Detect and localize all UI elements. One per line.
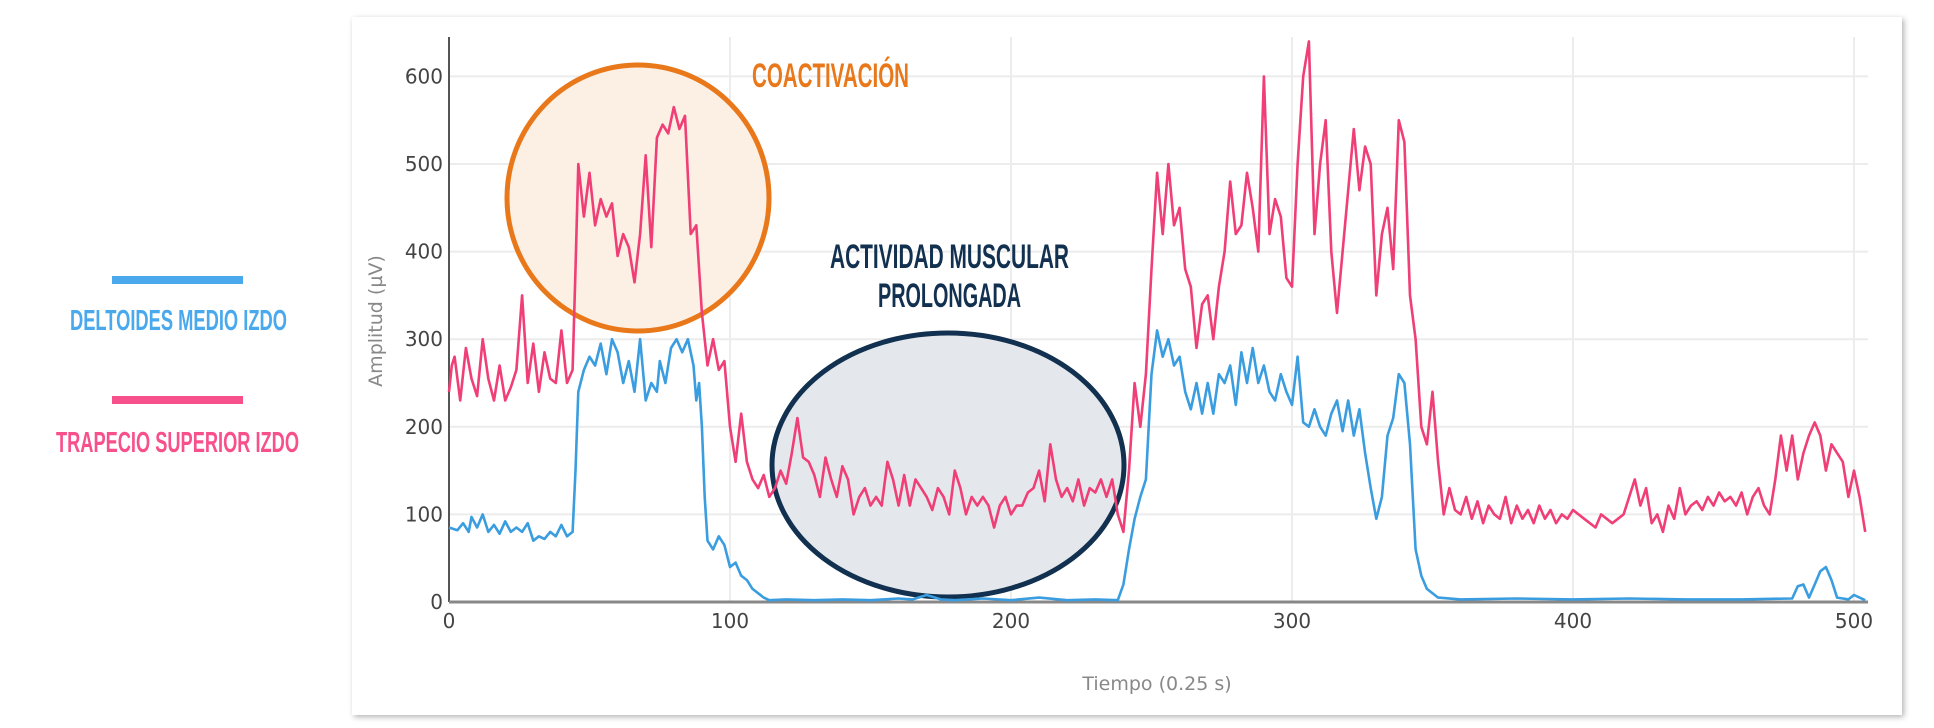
coactivation-label: COACTIVACIÓN [752,57,909,95]
y-tick-label: 400 [405,240,443,264]
series-line-deltoides [448,329,1866,602]
x-tick-label: 100 [711,609,749,633]
y-tick-label: 600 [405,64,443,88]
series-lines [447,40,1867,602]
x-tick-label: 200 [992,609,1030,633]
tick-labels: 0 100 200 300 400 500 600 0 100 200 300 400 500 [405,64,1873,633]
prolonged-activity-ellipse [769,330,1127,600]
x-tick-label: 300 [1273,609,1311,633]
legend-label-deltoides: DELTOIDES MEDIO IZDO [70,305,287,337]
x-axis-label: Tiempo (0.25 s) [1081,673,1231,695]
y-tick-label: 0 [430,590,443,614]
y-tick-label: 200 [405,415,443,439]
y-tick-label: 100 [405,502,443,526]
prolonged-activity-label-line2: PROLONGADA [878,277,1021,315]
x-tick-label: 0 [443,609,456,633]
legend-label-trapecio: TRAPECIO SUPERIOR IZDO [56,427,299,459]
x-tick-label: 400 [1554,609,1592,633]
y-tick-label: 500 [405,152,443,176]
legend-swatch-trapecio [112,396,243,404]
legend: DELTOIDES MEDIO IZDO TRAPECIO SUPERIOR I… [56,276,299,459]
x-tick-label: 500 [1835,609,1873,633]
prolonged-activity-label-line1: ACTIVIDAD MUSCULAR [830,238,1069,276]
series-line-trapecio [447,40,1867,534]
y-tick-label: 300 [405,327,443,351]
axes [448,37,1869,604]
coactivation-circle [504,62,772,334]
y-axis-label: Amplitud (µV) [365,255,387,387]
legend-swatch-deltoides [112,276,243,284]
